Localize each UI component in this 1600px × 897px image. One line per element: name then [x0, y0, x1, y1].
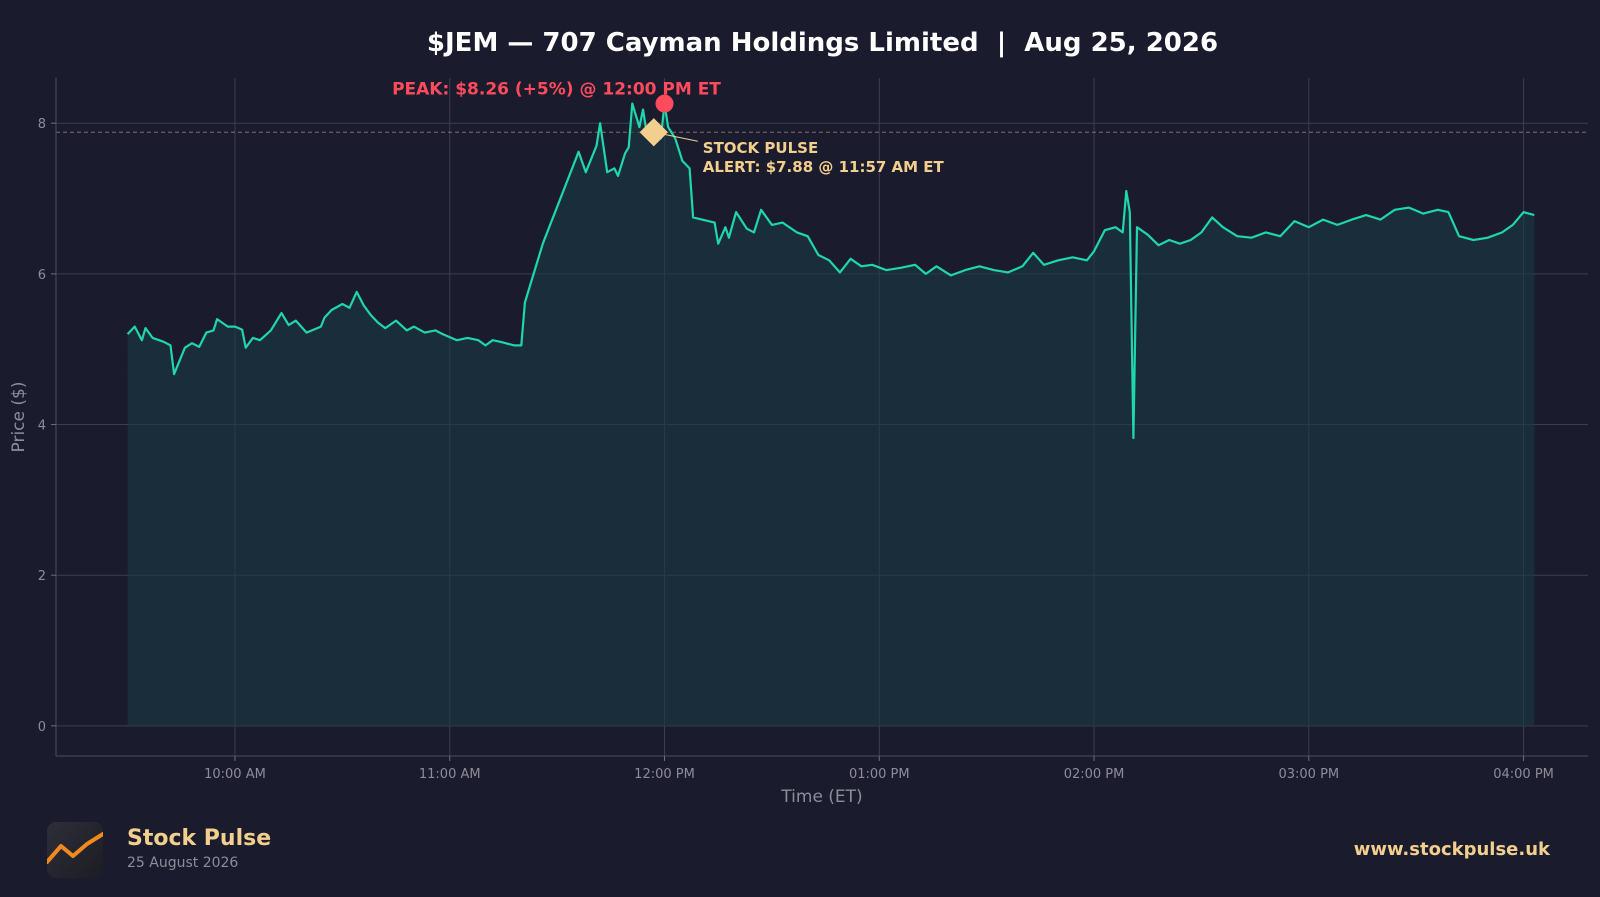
- y-tick-label: 6: [38, 268, 46, 283]
- price-area-fill: [127, 103, 1535, 726]
- chart-title: $JEM — 707 Cayman Holdings Limited | Aug…: [426, 28, 1219, 58]
- x-tick-label: 11:00 AM: [419, 767, 481, 782]
- brand-logo: [47, 822, 103, 878]
- x-axis-label: Time (ET): [780, 787, 862, 807]
- alert-leader-line: [663, 133, 698, 142]
- brand-date: 25 August 2026: [127, 855, 239, 871]
- y-tick-label: 4: [38, 419, 46, 434]
- brand-name: Stock Pulse: [127, 826, 272, 851]
- x-tick-label: 01:00 PM: [849, 767, 910, 782]
- x-tick-label: 10:00 AM: [204, 767, 266, 782]
- y-tick-label: 2: [38, 569, 46, 584]
- peak-marker: [655, 94, 674, 113]
- y-tick-label: 8: [38, 117, 46, 132]
- x-tick-label: 04:00 PM: [1493, 767, 1554, 782]
- x-tick-label: 12:00 PM: [634, 767, 695, 782]
- y-tick-label: 0: [38, 720, 46, 735]
- alert-marker: [639, 118, 668, 147]
- price-area: [126, 102, 1535, 726]
- x-tick-label: 03:00 PM: [1278, 767, 1339, 782]
- y-axis-label: Price ($): [9, 382, 29, 453]
- axes: 0 2 4 6 8 10:00 AM 11:00 AM 12:00 PM 01:00 PM 02:…: [9, 78, 1588, 807]
- x-tick-label: 02:00 PM: [1064, 767, 1125, 782]
- alert-label-title: STOCK PULSE: [703, 139, 818, 157]
- alert-label-detail: ALERT: $7.88 @ 11:57 AM ET: [703, 158, 945, 176]
- brand-url[interactable]: www.stockpulse.uk: [1353, 839, 1550, 860]
- price-line: [126, 102, 1535, 440]
- peak-label: PEAK: $8.26 (+5%) @ 12:00 PM ET: [392, 80, 721, 100]
- annotations: PEAK: $8.26 (+5%) @ 12:00 PM ET STOCK PUL…: [392, 80, 944, 177]
- trend-line-icon: [47, 832, 103, 864]
